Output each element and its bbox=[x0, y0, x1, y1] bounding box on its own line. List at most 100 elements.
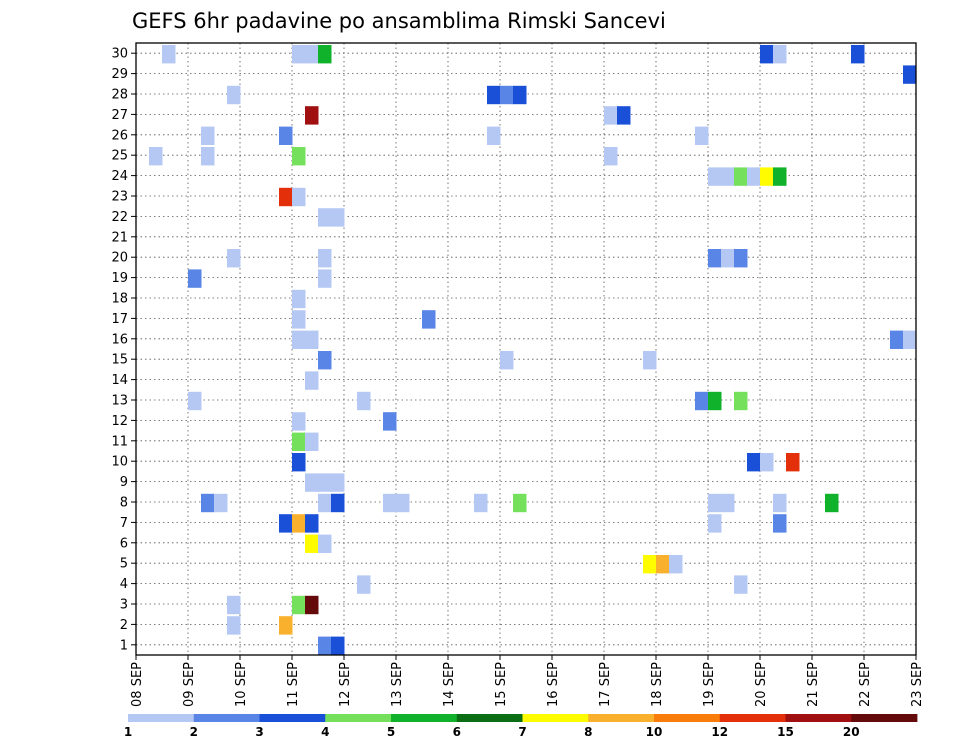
heatmap-cell bbox=[331, 473, 345, 492]
x-tick-label: 21 SEP bbox=[806, 662, 821, 707]
y-tick-label: 27 bbox=[111, 108, 128, 123]
y-axis-ticks: 1234567891011121314151617181920212223242… bbox=[111, 47, 136, 653]
heatmap-cell bbox=[734, 575, 748, 594]
x-tick-label: 13 SEP bbox=[390, 662, 405, 707]
y-tick-label: 10 bbox=[111, 455, 128, 470]
y-tick-label: 21 bbox=[111, 230, 128, 245]
heatmap-cell bbox=[734, 391, 748, 411]
y-tick-label: 3 bbox=[120, 598, 128, 613]
heatmap-cell bbox=[903, 330, 917, 349]
colorbar-label: 15 bbox=[777, 725, 794, 739]
heatmap-cell bbox=[292, 45, 306, 64]
heatmap-cell bbox=[695, 126, 709, 145]
heatmap-cell bbox=[708, 391, 722, 411]
heatmap-cell bbox=[760, 453, 774, 472]
heatmap-cell bbox=[305, 330, 319, 349]
heatmap-cell bbox=[292, 187, 306, 207]
heatmap-cell bbox=[305, 534, 319, 553]
x-tick-label: 23 SEP bbox=[910, 662, 925, 707]
colorbar-label: 5 bbox=[387, 725, 395, 739]
heatmap-cell bbox=[279, 514, 293, 533]
heatmap-cell bbox=[487, 85, 501, 105]
heatmap-cell bbox=[773, 514, 787, 533]
heatmap-cell bbox=[331, 208, 345, 227]
colorbar-label: 7 bbox=[518, 725, 526, 739]
colorbar-segment bbox=[193, 714, 260, 722]
colorbar-segment bbox=[456, 714, 523, 722]
heatmap-cell bbox=[292, 147, 306, 166]
heatmap-cell bbox=[357, 391, 371, 411]
heatmap-cell bbox=[721, 493, 735, 513]
heatmap-cell bbox=[292, 595, 306, 615]
heatmap-cell bbox=[734, 249, 748, 268]
x-tick-label: 18 SEP bbox=[650, 662, 665, 707]
heatmap-cell bbox=[318, 208, 332, 227]
heatmap-cell bbox=[760, 167, 774, 186]
heatmap-cell bbox=[721, 249, 735, 268]
heatmap-cell bbox=[227, 249, 241, 268]
heatmap-cell bbox=[708, 514, 722, 533]
grid-lines bbox=[136, 43, 916, 655]
x-tick-label: 11 SEP bbox=[286, 662, 301, 707]
colorbar-label: 10 bbox=[646, 725, 663, 739]
y-tick-label: 25 bbox=[111, 149, 128, 164]
y-tick-label: 9 bbox=[120, 475, 128, 490]
heatmap-cell bbox=[747, 167, 761, 186]
heatmap-cell bbox=[305, 595, 319, 615]
heatmap-cell bbox=[513, 493, 527, 513]
heatmap-cell bbox=[851, 45, 865, 64]
heatmap-cell bbox=[305, 45, 319, 64]
colorbar-segment bbox=[654, 714, 721, 722]
heatmap-cell bbox=[773, 167, 787, 186]
x-tick-label: 19 SEP bbox=[702, 662, 717, 707]
heatmap-cell bbox=[721, 167, 735, 186]
y-tick-label: 30 bbox=[111, 47, 128, 62]
y-tick-label: 4 bbox=[120, 577, 128, 592]
heatmap-cell bbox=[292, 289, 306, 309]
colorbar-segment bbox=[391, 714, 458, 722]
colorbar-label: 20 bbox=[843, 725, 860, 739]
y-tick-label: 23 bbox=[111, 190, 128, 205]
colorbar-segment bbox=[259, 714, 326, 722]
colorbar-segment bbox=[522, 714, 589, 722]
colorbar-label: 1 bbox=[124, 725, 132, 739]
heatmap-cell bbox=[708, 493, 722, 513]
colorbar-label: 12 bbox=[711, 725, 728, 739]
y-tick-label: 20 bbox=[111, 251, 128, 266]
x-tick-label: 17 SEP bbox=[598, 662, 613, 707]
x-tick-label: 15 SEP bbox=[494, 662, 509, 707]
heatmap-cell bbox=[695, 391, 709, 411]
y-tick-label: 8 bbox=[120, 496, 128, 511]
y-tick-label: 1 bbox=[120, 638, 128, 653]
heatmap-cell bbox=[513, 85, 527, 105]
y-tick-label: 28 bbox=[111, 88, 128, 103]
y-tick-label: 13 bbox=[111, 394, 128, 409]
colorbar-segment bbox=[325, 714, 392, 722]
heatmap-cell bbox=[292, 330, 306, 349]
colorbar-segment bbox=[851, 714, 918, 722]
heatmap-cells bbox=[149, 45, 917, 655]
x-tick-label: 08 SEP bbox=[130, 662, 145, 707]
y-tick-label: 22 bbox=[111, 210, 128, 225]
heatmap-cell bbox=[396, 493, 410, 513]
heatmap-cell bbox=[318, 249, 332, 268]
x-tick-label: 22 SEP bbox=[858, 662, 873, 707]
heatmap-cell bbox=[747, 453, 761, 472]
heatmap-cell bbox=[305, 432, 319, 451]
x-tick-label: 12 SEP bbox=[338, 662, 353, 707]
heatmap-cell bbox=[890, 330, 904, 349]
colorbar-label: 8 bbox=[584, 725, 592, 739]
heatmap-cell bbox=[773, 45, 787, 64]
y-tick-label: 24 bbox=[111, 169, 128, 184]
heatmap-cell bbox=[331, 493, 345, 513]
y-tick-label: 15 bbox=[111, 353, 128, 368]
x-tick-label: 09 SEP bbox=[182, 662, 197, 707]
x-tick-label: 20 SEP bbox=[754, 662, 769, 707]
heatmap-cell bbox=[318, 534, 332, 553]
y-tick-label: 7 bbox=[120, 516, 128, 531]
heatmap-cell bbox=[305, 106, 319, 125]
heatmap-cell bbox=[292, 514, 306, 533]
y-tick-label: 14 bbox=[111, 373, 128, 388]
colorbar-label: 6 bbox=[453, 725, 461, 739]
